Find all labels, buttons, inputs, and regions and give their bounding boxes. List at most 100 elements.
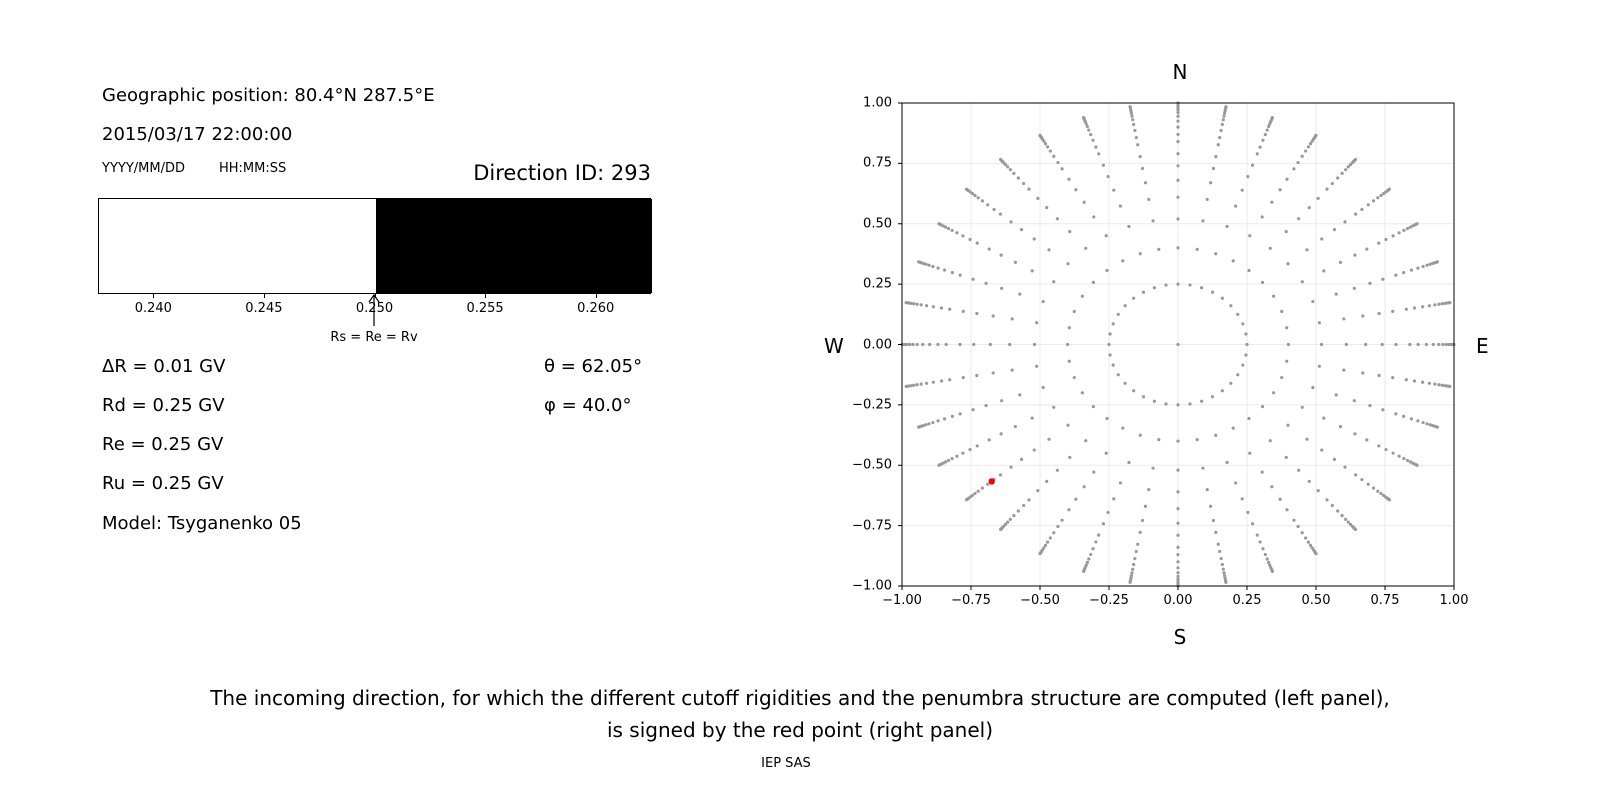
direction-point [1041,385,1045,390]
direction-point [1366,482,1370,486]
direction-point [1285,326,1289,330]
direction-point [999,432,1003,436]
direction-point [946,458,951,463]
direction-point [1008,342,1012,347]
direction-point [976,196,980,200]
direction-point [1097,533,1101,537]
direction-point [1224,580,1228,584]
direction-point [1089,132,1093,137]
direction-point [1043,142,1048,146]
direction-point [1236,373,1240,377]
direction-point [1211,166,1216,171]
direction-point [1151,466,1155,470]
direction-point [1136,542,1140,546]
direction-point [1101,163,1106,167]
direction-point [1260,215,1264,219]
direction-point [1361,314,1365,318]
marker-arrow [368,294,380,326]
direction-point [1296,160,1300,165]
direction-point [1343,220,1347,224]
direction-point [955,454,959,458]
bar-tick-mark [485,294,487,298]
direction-point [1409,417,1414,421]
direction-point [986,203,990,207]
direction-point [950,457,954,461]
direction-point [1176,217,1180,221]
direction-point [1035,364,1039,368]
direction-point [1240,188,1244,192]
direction-point [1074,497,1078,501]
direction-point [1220,389,1224,393]
direction-point [1334,393,1338,397]
direction-point [1402,414,1406,418]
direction-point [1394,273,1398,277]
direction-point [1106,174,1110,179]
direction-point [1322,269,1326,273]
direction-point [1132,389,1136,393]
direction-point [1325,187,1329,191]
direction-point [1012,171,1016,175]
direction-point [1052,154,1056,158]
direction-point [1123,304,1127,308]
direction-point [1009,465,1013,469]
direction-point [1265,557,1269,561]
direction-point [1006,520,1010,524]
direction-point [1220,122,1224,127]
direction-point [1138,252,1142,256]
direction-point [1416,342,1420,347]
direction-point [924,262,928,266]
direction-point [975,444,979,448]
direction-point [1176,342,1180,347]
direction-point [1334,292,1338,296]
direction-point [1127,224,1131,229]
direction-point [1055,468,1059,472]
direction-point [1366,203,1370,207]
direction-point [1433,382,1437,386]
direction-point [1316,196,1320,200]
direction-point [1272,294,1276,298]
direction-point [998,212,1003,216]
phi-value: φ = 40.0° [544,395,632,416]
direction-point [1067,359,1071,363]
direction-point [1368,281,1372,285]
direction-point [1094,540,1098,544]
direction-point [1305,437,1309,441]
direction-point [1440,383,1444,387]
direction-point [1066,423,1070,427]
direction-point [1260,404,1265,409]
direction-point [1068,230,1072,234]
direction-point [1421,305,1425,309]
direction-point [944,460,948,464]
x-tick-label: 0.75 [1370,593,1400,608]
direction-point [1035,321,1039,325]
direction-point [1131,118,1135,122]
direction-point [1377,373,1381,378]
direction-point [917,260,921,264]
direction-point [1128,105,1132,109]
direction-point [1248,234,1252,238]
direction-point [1270,485,1274,489]
direction-point [1304,536,1308,540]
direction-point [1306,145,1311,149]
direction-point [1342,368,1346,372]
direction-point [964,498,969,502]
direction-point [1052,531,1056,535]
direction-point [1247,268,1251,273]
direction-point [1435,260,1439,264]
direction-point [1118,481,1123,485]
x-tick-label: −0.75 [951,593,991,608]
direction-point [1176,553,1180,557]
direction-point [1012,514,1016,518]
direction-point [1140,518,1145,523]
direction-point [1311,385,1315,390]
direction-point [1055,217,1059,221]
direction-point [1188,283,1192,287]
direction-point [1085,125,1089,129]
direction-point [1000,399,1004,403]
direction-point [1353,473,1358,477]
direction-point [1444,342,1448,347]
direction-point [1391,234,1395,238]
direction-point [1218,549,1222,554]
